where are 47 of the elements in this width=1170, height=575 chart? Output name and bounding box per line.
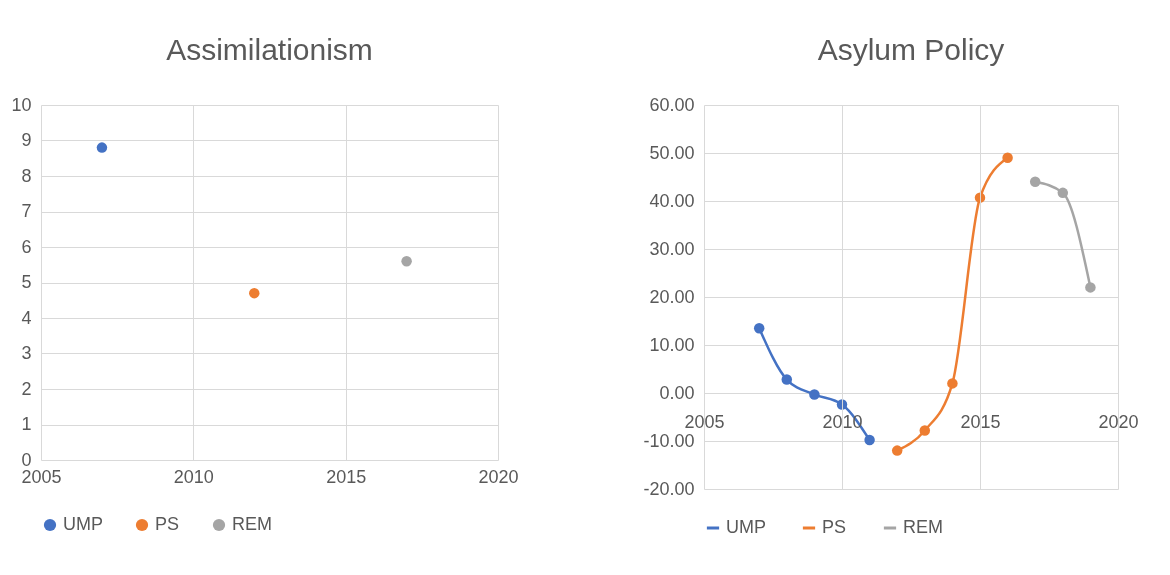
y-tick-label: 2 [21,378,32,399]
y-tick-label: 30.00 [649,238,695,259]
y-tick-label: 20.00 [649,286,695,307]
y-tick-label: 3 [21,343,32,363]
y-tick-label: 60.00 [649,94,695,115]
point [781,374,793,385]
x-tick-label: 2010 [173,466,214,487]
point [1002,152,1013,164]
chart-title: Asylum Policy [817,33,1005,66]
point [864,434,875,446]
y-tick-label: 4 [21,307,32,328]
chart-title: Assimilationism [166,33,373,66]
x-tick-label: 2005 [684,411,725,432]
point [919,425,931,436]
y-tick-label: 40.00 [649,190,695,211]
point [1029,176,1041,188]
legend-label: UMP [726,517,766,537]
y-tick-label: -10.00 [643,430,695,451]
point [1057,187,1069,199]
point [401,255,412,267]
x-tick-label: 2015 [326,466,367,487]
x-tick-label: 2020 [478,466,519,487]
legend-label: UMP [63,514,103,534]
y-tick-label: 0.00 [659,382,695,403]
y-tick-label: 10.00 [649,334,695,355]
y-tick-label: 9 [21,130,32,150]
legend-label: PS [155,514,180,534]
y-tick-label: -20.00 [643,478,695,499]
y-tick-label: 50.00 [649,142,695,163]
legend-label: PS [822,517,847,537]
point [1085,282,1096,293]
y-tick-label: 5 [21,272,32,292]
y-tick-label: 1 [21,414,32,434]
y-tick-label: 8 [21,165,32,186]
point [753,322,765,334]
point [891,445,903,456]
point [809,389,820,400]
x-tick-label: 2020 [1098,411,1139,432]
legend-label: REM [232,514,272,534]
y-tick-label: 6 [21,236,32,257]
y-tick-label: 7 [21,201,32,221]
point [249,287,260,299]
point [96,142,108,153]
y-tick-label: 10 [11,94,32,115]
x-tick-label: 2015 [960,411,1001,432]
legend-label: REM [903,517,943,537]
point [947,378,958,389]
